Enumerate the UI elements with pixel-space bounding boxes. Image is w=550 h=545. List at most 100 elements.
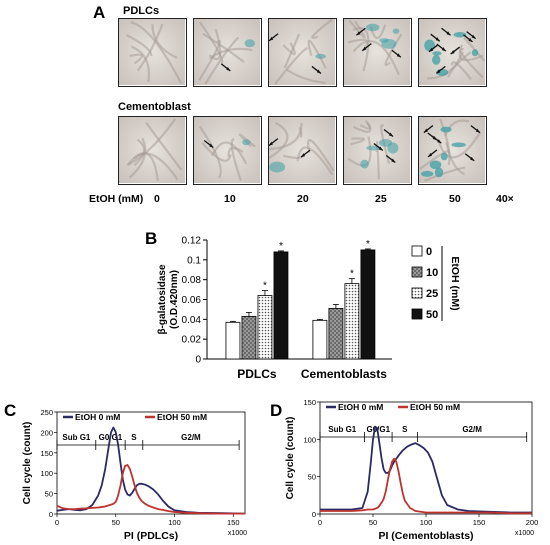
cell-outline xyxy=(131,45,150,83)
cell-outline xyxy=(126,34,153,57)
significance-marker: * xyxy=(263,281,267,292)
cell-outline xyxy=(352,27,370,72)
dose-label-10: 10 xyxy=(224,193,236,205)
sa-beta-gal-stain xyxy=(421,170,434,177)
cell-outline xyxy=(269,121,289,159)
cell-outline xyxy=(130,21,182,84)
sa-beta-gal-stain xyxy=(424,39,435,52)
bar-Cementoblasts-25 xyxy=(344,283,360,360)
micrograph-image xyxy=(344,19,410,85)
arrow-head xyxy=(209,143,214,148)
cell-outline xyxy=(199,21,224,65)
panel_c-plot-frame xyxy=(56,411,246,515)
panel_c-legend-label-1: EtOH 50 mM xyxy=(157,412,207,422)
sa-beta-gal-stain xyxy=(451,142,466,148)
panel_c-y-tick-label: 0 xyxy=(49,510,53,519)
panel_c-y-tick-label: 250 xyxy=(40,408,53,417)
arrow-head xyxy=(362,46,367,51)
cell-outline xyxy=(136,23,164,72)
bar-PDLCs-0 xyxy=(225,321,241,360)
sa-beta-gal-stain xyxy=(429,160,442,170)
sa-beta-gal-stain xyxy=(269,161,286,173)
arrow-head xyxy=(427,152,432,157)
dose-label-50: 50 xyxy=(449,193,461,205)
sa-beta-gal-stain xyxy=(440,152,448,161)
cell-outline xyxy=(126,118,177,167)
panel_d-y-tick-label: 50 xyxy=(308,473,316,482)
panel-b-category-label: Cementoblasts xyxy=(301,367,387,379)
micrograph-background xyxy=(194,117,260,183)
cell-outline xyxy=(269,123,303,151)
sa-beta-gal-stain xyxy=(432,54,441,65)
arrow-head xyxy=(435,37,440,42)
sa-beta-gal-stain xyxy=(434,167,444,178)
micrograph-pdlcs-25 xyxy=(343,18,412,87)
arrow-head xyxy=(226,66,231,71)
cell-outline xyxy=(151,24,178,59)
panel_d-series-line-1 xyxy=(320,457,532,515)
arrow-head xyxy=(356,31,361,36)
bar-Cementoblasts-10 xyxy=(328,308,344,360)
panel_d-y-tick-label: 150 xyxy=(303,398,316,407)
cell-outline xyxy=(459,47,484,79)
micrograph-background xyxy=(119,117,185,183)
sa-beta-gal-stain xyxy=(471,49,479,57)
panel_c-phase-label: S xyxy=(131,433,137,442)
cell-outline xyxy=(227,147,244,158)
panel_d-series-line-0 xyxy=(320,425,532,514)
panel_d-plot-frame xyxy=(319,401,533,515)
arrow-head xyxy=(423,128,428,133)
panel_c-phase-label: G2/M xyxy=(181,433,201,442)
sa-beta-gal-stain xyxy=(244,39,255,48)
sa-beta-gal-stain xyxy=(242,139,251,146)
arrow-head xyxy=(437,139,442,144)
panel-b-y-tick-label: 0.02 xyxy=(182,335,202,346)
arrow-head xyxy=(269,141,273,146)
panel-a-letter: A xyxy=(93,3,106,22)
panel-b-category-label: PDLCs xyxy=(237,367,277,379)
arrow-head xyxy=(436,69,441,74)
micrograph-pdlcs-0 xyxy=(118,18,187,87)
micrograph-image xyxy=(119,19,185,85)
panel_c-x-tick-label: 50 xyxy=(112,518,120,527)
cell-outline xyxy=(204,36,240,85)
cell-outline xyxy=(348,19,366,39)
arrow-head xyxy=(441,47,446,52)
sa-beta-gal-stain xyxy=(392,28,400,34)
cell-outline xyxy=(424,166,466,182)
micrograph-image xyxy=(194,19,260,85)
legend-title: EtOH (mM) xyxy=(449,256,461,310)
cell-outline xyxy=(444,119,470,137)
micrograph-image xyxy=(419,117,485,183)
panel-c-cell-cycle-histogram: C Cell cycle (count) PI (PDLCs) x1000 0 50 100… xyxy=(4,401,247,542)
arrow-head xyxy=(391,158,396,163)
arrow-head xyxy=(429,47,434,52)
panel_c-x-tick-label: 0 xyxy=(55,518,59,527)
panel_c-x-tick-label: 150 xyxy=(227,518,240,527)
magnification-label: 40× xyxy=(496,193,514,205)
legend-swatch-25 xyxy=(411,287,423,299)
micrograph-cementoblast-0 xyxy=(118,116,187,185)
cell-outline xyxy=(202,32,245,63)
panel_d-phase-label: G0/G1 xyxy=(367,425,391,434)
legend-label-50: 50 xyxy=(426,309,438,321)
cell-outline xyxy=(463,37,485,62)
panel-b-y-tick-label: 0 xyxy=(195,355,201,366)
panel_c-y-tick-label: 50 xyxy=(45,490,53,499)
arrow-head xyxy=(378,146,383,151)
sa-beta-gal-stain xyxy=(440,126,452,133)
panel_d-x-tick-label: 0 xyxy=(318,518,322,527)
sa-beta-gal-stain xyxy=(432,51,442,56)
panel-b-y-tick-label: 0.06 xyxy=(182,295,202,306)
panel_d-letter: D xyxy=(270,401,282,420)
significance-marker: * xyxy=(279,241,283,252)
panel_d-legend-label-1: EtOH 50 mM xyxy=(410,402,460,412)
panel_d-x-tick-label: 150 xyxy=(473,518,486,527)
cell-outline xyxy=(133,138,146,167)
cell-outline xyxy=(128,137,147,179)
dose-label-25: 25 xyxy=(375,193,387,205)
panel_c-x-tick-label: 100 xyxy=(168,518,181,527)
ethanol-axis-label: EtOH (mM) xyxy=(89,193,144,205)
cell-outline xyxy=(230,137,242,181)
